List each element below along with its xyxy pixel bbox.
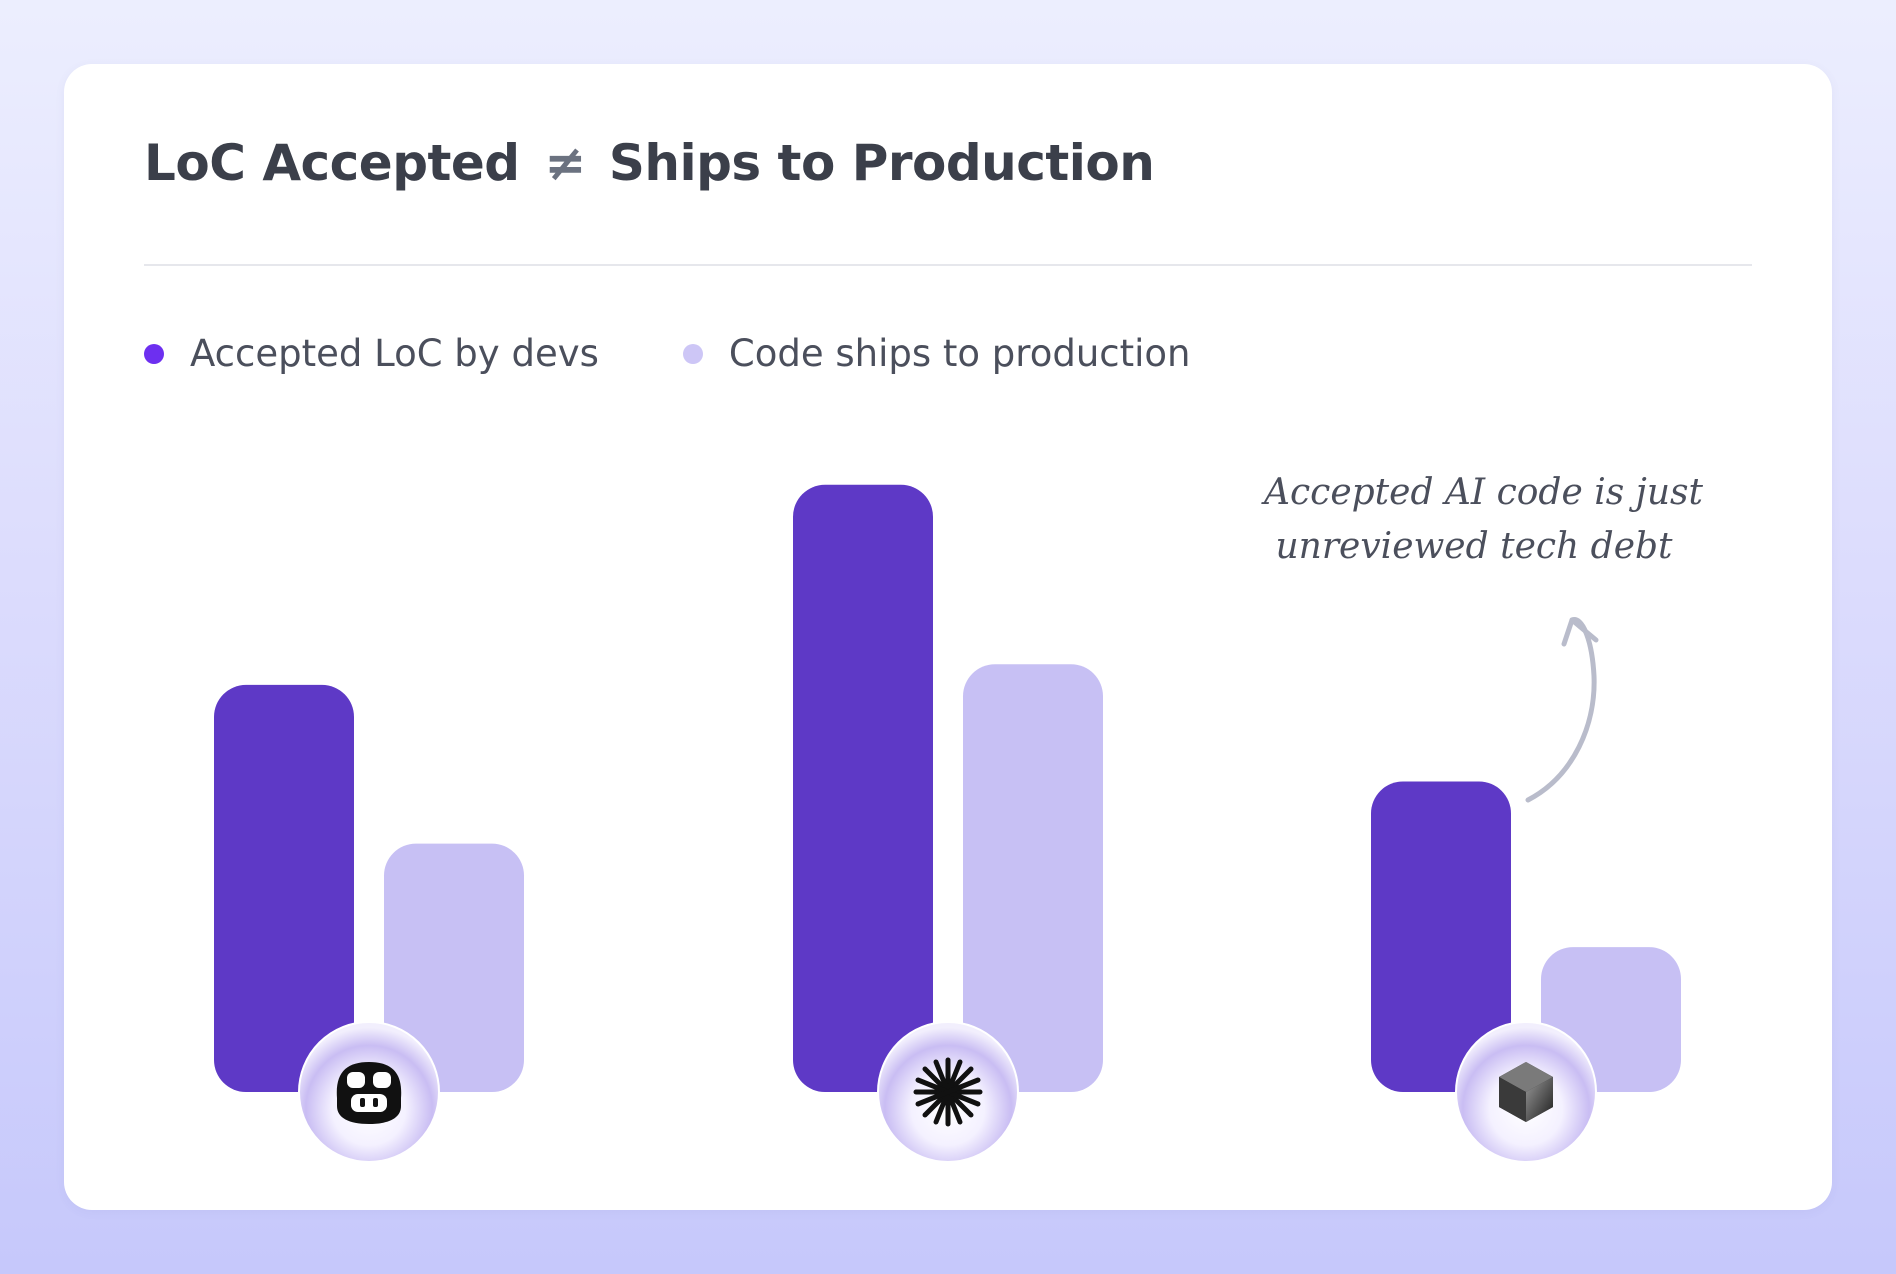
bar-production-2 [963, 664, 1103, 1092]
claude-icon [913, 1057, 983, 1127]
bar-accepted-3 [1371, 781, 1511, 1092]
annotation-line-2: unreviewed tech debt [1275, 526, 1673, 567]
bar-accepted-2 [793, 484, 933, 1092]
bar-chart [214, 484, 1681, 1163]
chart-legend: Accepted LoC by devs Code ships to produ… [144, 332, 1275, 375]
annotation-text: Accepted AI code is just unreviewed tech… [1264, 466, 1703, 574]
cursor-icon [1499, 1062, 1553, 1122]
legend-label-production: Code ships to production [728, 332, 1191, 375]
legend-label-accepted: Accepted LoC by devs [190, 332, 599, 375]
title-right: Ships to Production [608, 134, 1155, 192]
bar-accepted-1 [214, 684, 354, 1092]
annotation-arrow [1525, 617, 1599, 803]
chart-card: LoC Accepted ≠ Ships to Production Accep… [64, 64, 1832, 1210]
bar-production-1 [384, 843, 524, 1092]
badge-cursor [1455, 1021, 1597, 1163]
legend-item-production: Code ships to production [682, 332, 1191, 375]
annotation-line-1: Accepted AI code is just [1264, 472, 1703, 513]
legend-dot-production [682, 343, 703, 364]
legend-item-accepted: Accepted LoC by devs [144, 332, 599, 375]
legend-dot-accepted [144, 343, 164, 364]
title-divider [144, 264, 1752, 266]
badge-claude [877, 1021, 1019, 1163]
copilot-icon [336, 1062, 402, 1124]
not-equal-symbol: ≠ [544, 134, 587, 192]
title-left: LoC Accepted [144, 134, 520, 192]
badge-copilot [298, 1021, 440, 1163]
chart-title: LoC Accepted ≠ Ships to Production [144, 134, 1155, 192]
